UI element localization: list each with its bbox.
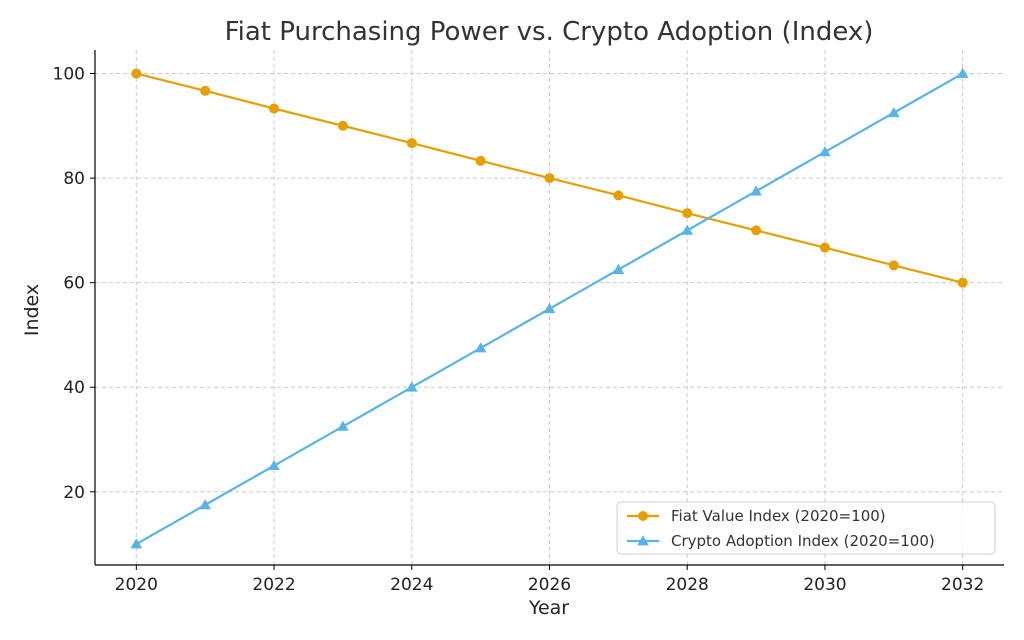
tick-labels: 2020 2022 2024 2026 2028 2030 2032 20 40 60 80 100 xyxy=(53,65,985,595)
data-point xyxy=(956,67,969,78)
data-point xyxy=(682,208,693,219)
data-point xyxy=(130,538,143,549)
data-point xyxy=(613,190,624,201)
legend-label: Fiat Value Index (2020=100) xyxy=(671,507,886,525)
data-point xyxy=(269,103,280,114)
data-point xyxy=(474,342,487,353)
data-point xyxy=(612,263,625,274)
data-point xyxy=(543,303,556,314)
data-point xyxy=(199,499,211,510)
data-point xyxy=(819,242,830,253)
y-tick-label: 40 xyxy=(63,378,85,398)
data-point xyxy=(751,225,762,236)
x-tick-label: 2020 xyxy=(115,575,158,595)
legend-entry: Fiat Value Index (2020=100) xyxy=(627,507,886,525)
x-tick-label: 2024 xyxy=(390,575,433,595)
data-point xyxy=(131,68,142,79)
data-point xyxy=(888,106,900,118)
series-group xyxy=(130,67,969,549)
x-tick-label: 2030 xyxy=(803,575,846,595)
y-tick-label: 100 xyxy=(53,65,85,85)
data-point xyxy=(544,173,555,184)
data-point xyxy=(475,155,486,166)
data-point xyxy=(681,224,694,235)
y-tick-label: 80 xyxy=(63,169,85,189)
x-tick-label: 2028 xyxy=(666,575,709,595)
legend-label: Crypto Adoption Index (2020=100) xyxy=(671,532,935,550)
legend-marker xyxy=(638,511,648,521)
data-point xyxy=(268,459,280,471)
legend-entry: Crypto Adoption Index (2020=100) xyxy=(627,532,935,550)
legend-marker xyxy=(637,535,649,546)
x-axis-label: Year xyxy=(528,597,569,619)
data-point xyxy=(819,146,831,157)
axes xyxy=(90,50,1004,570)
data-point xyxy=(406,138,417,149)
data-point xyxy=(200,85,211,96)
legend: Fiat Value Index (2020=100) Crypto Adopti… xyxy=(616,501,996,555)
data-point xyxy=(957,277,968,288)
y-tick-label: 20 xyxy=(63,483,85,503)
data-point xyxy=(337,120,348,131)
x-tick-label: 2022 xyxy=(252,575,295,595)
y-axis-label: Index xyxy=(21,284,43,336)
series-fiat-value xyxy=(131,68,968,288)
data-point xyxy=(405,381,418,392)
legend-box xyxy=(616,501,996,555)
x-tick-label: 2026 xyxy=(528,575,571,595)
chart-title: Fiat Purchasing Power vs. Crypto Adoptio… xyxy=(225,17,874,47)
grid xyxy=(95,50,1004,565)
data-point xyxy=(337,420,349,431)
y-tick-label: 60 xyxy=(63,274,85,294)
data-point xyxy=(750,185,762,196)
series-crypto-adoption xyxy=(130,67,969,549)
x-tick-label: 2032 xyxy=(941,575,984,595)
data-point xyxy=(888,260,899,271)
